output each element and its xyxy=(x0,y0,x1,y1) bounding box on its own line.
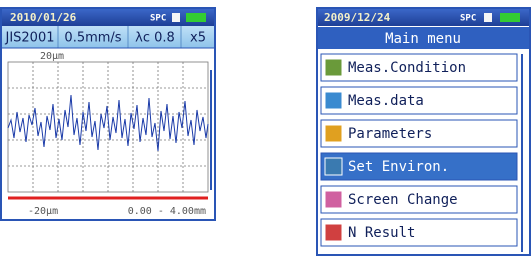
setting: λc 0.8 xyxy=(135,31,175,46)
menu-icon xyxy=(325,125,342,142)
menu-icon xyxy=(325,59,342,76)
top-label: 20μm xyxy=(40,51,64,62)
menu-icon xyxy=(325,191,342,208)
menu-label: Screen Change xyxy=(348,192,458,208)
menu-label: Set Environ. xyxy=(348,159,449,175)
date: 2010/01/26 xyxy=(10,11,77,24)
menu-icon xyxy=(325,224,342,241)
status: SPC xyxy=(460,14,476,24)
setting: 0.5mm/s xyxy=(64,31,121,46)
battery-icon xyxy=(186,13,206,22)
menu-icon xyxy=(325,92,342,109)
setting: JIS2001 xyxy=(4,31,54,46)
menu-label: N Result xyxy=(348,225,415,241)
screenshot: 2010/01/26 SPC JIS2001 0.5mm/s λc 0.8 x5… xyxy=(0,0,531,256)
left-screen: 2010/01/26 SPC JIS2001 0.5mm/s λc 0.8 x5… xyxy=(1,8,215,220)
menu-label: Meas.Condition xyxy=(348,60,466,76)
menu-icon xyxy=(325,158,342,175)
status: SPC xyxy=(150,14,166,24)
date: 2009/12/24 xyxy=(324,11,391,24)
range-label: 0.00 - 4.00mm xyxy=(128,206,206,217)
battery-icon xyxy=(500,13,520,22)
menu-label: Meas.data xyxy=(348,93,424,109)
bottom-label: -20μm xyxy=(28,206,58,217)
right-screen: 2009/12/24 SPC Main menu Meas.Condition M… xyxy=(317,8,530,255)
menu-label: Parameters xyxy=(348,126,432,142)
card-icon xyxy=(172,13,180,22)
card-icon xyxy=(484,13,492,22)
setting: x5 xyxy=(190,31,206,46)
menu-title: Main menu xyxy=(385,31,461,47)
